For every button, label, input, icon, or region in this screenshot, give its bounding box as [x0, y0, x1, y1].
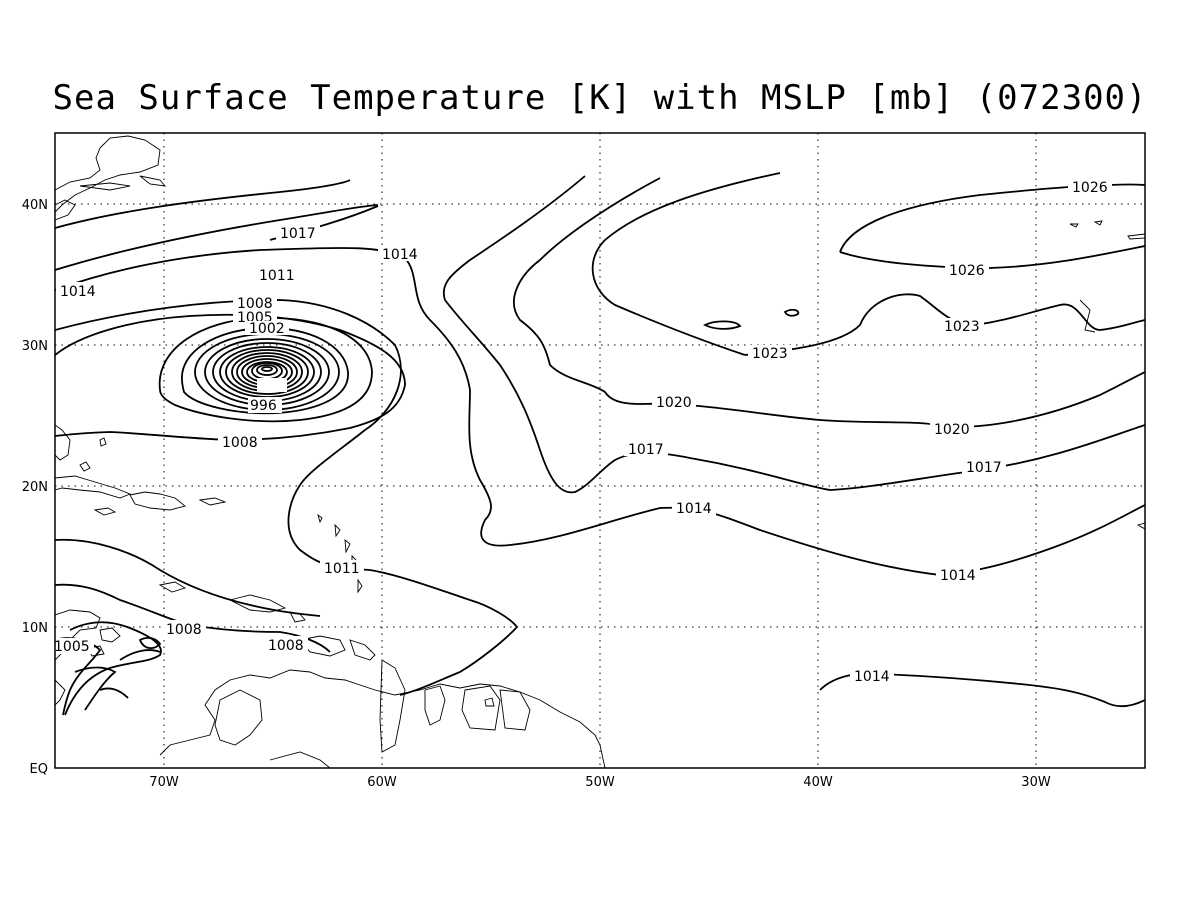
- label-1017: 1017: [966, 460, 1002, 476]
- label-1008: 1008: [222, 435, 258, 451]
- label-1008: 1008: [166, 622, 202, 638]
- lon-axis-labels: 70W 60W 50W 40W 30W: [149, 775, 1051, 790]
- lat-label: 20N: [22, 480, 48, 495]
- lon-label: 50W: [585, 775, 615, 790]
- label-1014: 1014: [676, 501, 712, 517]
- lat-label: 40N: [22, 198, 48, 213]
- label-1020: 1020: [656, 395, 692, 411]
- lat-label: 10N: [22, 621, 48, 636]
- map-title: Sea Surface Temperature [K] with MSLP [m…: [52, 78, 1148, 118]
- label-1014: 1014: [382, 247, 418, 263]
- label-1026: 1026: [949, 263, 985, 279]
- label-1026: 1026: [1072, 180, 1108, 196]
- label-1014: 1014: [940, 568, 976, 584]
- label-1017: 1017: [280, 226, 316, 242]
- coastlines: [55, 135, 1145, 768]
- lat-axis-labels: EQ 10N 20N 30N 40N: [22, 198, 48, 777]
- label-1023: 1023: [752, 346, 788, 362]
- label-1002: 1002: [249, 321, 285, 337]
- label-1008: 1008: [268, 638, 304, 654]
- label-1005: 1005: [54, 639, 90, 655]
- label-1014: 1014: [854, 669, 890, 685]
- lat-label: 30N: [22, 339, 48, 354]
- label-1008: 1008: [237, 296, 273, 312]
- plot-frame: [54, 132, 1146, 769]
- lat-label: EQ: [30, 762, 48, 777]
- contour-labels: 1026 1026 1023 1023 1020 1020 1017 1017 …: [54, 178, 1112, 685]
- label-1020: 1020: [934, 422, 970, 438]
- label-1023: 1023: [944, 319, 980, 335]
- lon-label: 30W: [1021, 775, 1051, 790]
- label-1011: 1011: [259, 268, 295, 284]
- label-1014: 1014: [60, 284, 96, 300]
- lon-label: 60W: [367, 775, 397, 790]
- lon-label: 40W: [803, 775, 833, 790]
- label-996: 996: [250, 398, 277, 414]
- label-1017: 1017: [628, 442, 664, 458]
- label-1011: 1011: [324, 561, 360, 577]
- lon-label: 70W: [149, 775, 179, 790]
- gridlines: [55, 133, 1145, 768]
